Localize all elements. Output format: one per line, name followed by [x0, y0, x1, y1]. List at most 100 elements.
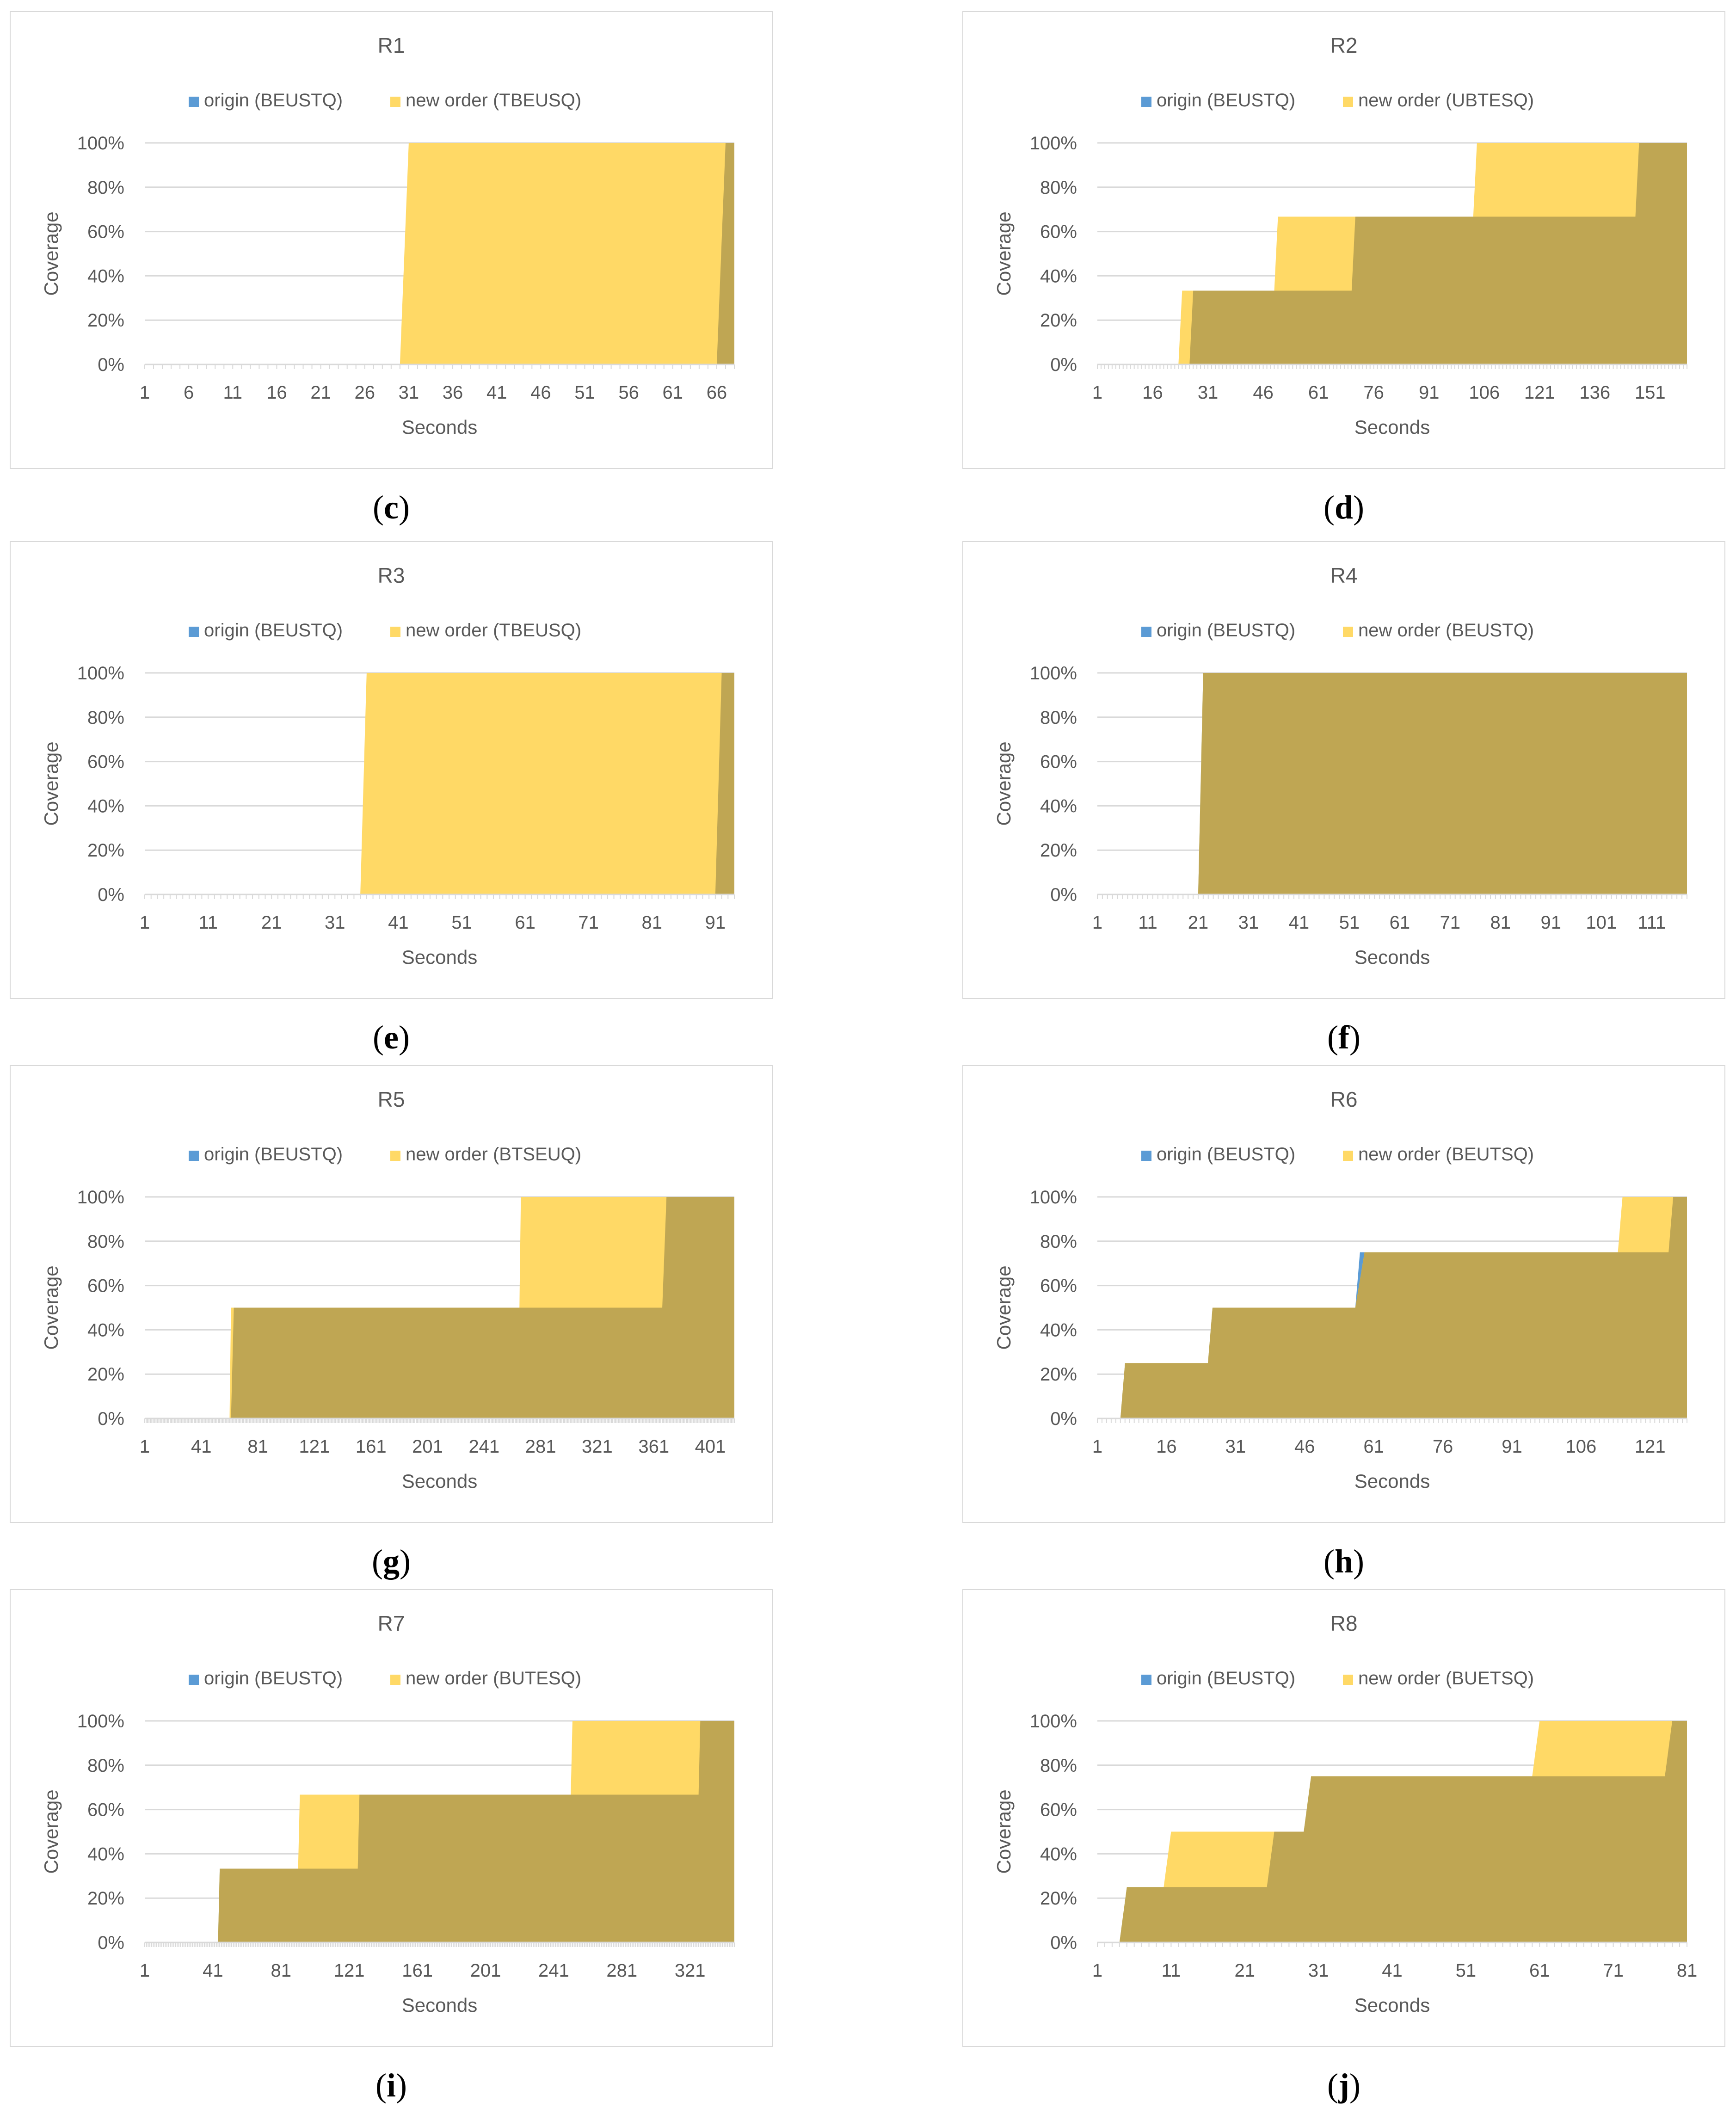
chart-svg: R8 origin (BEUSTQ) new order (BUETSQ) 0% 20%… [993, 1611, 1697, 2016]
x-tick-label: 46 [1253, 382, 1274, 403]
y-tick-label: 80% [1040, 178, 1077, 198]
x-tick-label: 121 [334, 1960, 365, 1981]
legend: origin (BEUSTQ) new order (BUETSQ) [1141, 1668, 1534, 1689]
y-tick-label: 20% [87, 840, 124, 861]
y-tick-label: 80% [87, 1756, 124, 1776]
x-tick-label: 281 [606, 1960, 637, 1981]
x-tick-label: 201 [470, 1960, 501, 1981]
x-minor-ticks [1097, 364, 1687, 369]
y-tick-label: 0% [1050, 885, 1077, 905]
x-minor-ticks [1097, 894, 1687, 899]
y-tick-label: 60% [87, 1276, 124, 1296]
caption-h: (h) [1323, 1543, 1364, 1580]
x-tick-label: 136 [1579, 382, 1610, 403]
x-tick-label: 361 [638, 1436, 669, 1457]
caption-d: (d) [1323, 489, 1364, 526]
x-tick-label: 51 [451, 912, 472, 933]
chart-svg: R4 origin (BEUSTQ) new order (BEUSTQ) 0% 20%… [993, 563, 1687, 968]
x-tick-label: 241 [538, 1960, 569, 1981]
y-tick-label: 80% [87, 178, 124, 198]
y-tick-label: 100% [1030, 1711, 1077, 1732]
x-tick-label: 41 [486, 382, 507, 403]
y-tick-label: 80% [87, 1232, 124, 1252]
y-tick-label: 0% [1050, 1933, 1077, 1953]
legend: origin (BEUSTQ) new order (BEUSTQ) [1141, 620, 1534, 641]
y-tick-label: 0% [98, 355, 124, 375]
x-tick-label: 61 [1308, 382, 1329, 403]
legend-label-new-order: new order (BEUTSQ) [1358, 1144, 1534, 1165]
y-axis-title: Coverage [40, 1265, 62, 1350]
x-axis-title: Seconds [1354, 946, 1430, 968]
x-tick-label: 16 [1142, 382, 1163, 403]
x-tick-label: 41 [1289, 912, 1310, 933]
area-overlap [1097, 1721, 1687, 1942]
x-tick-label: 41 [1382, 1960, 1403, 1981]
y-tick-label: 60% [87, 1800, 124, 1820]
x-tick-label: 1 [1092, 382, 1102, 403]
caption-letter: c [384, 489, 399, 526]
legend-label-origin: origin (BEUSTQ) [1157, 1668, 1295, 1689]
chart-panel-e: R3 origin (BEUSTQ) new order (TBEUSQ) 0% 20%… [10, 541, 773, 1056]
y-tick-label: 20% [1040, 840, 1077, 861]
chart-svg: R1 origin (BEUSTQ) new order (TBEUSQ) 0% 20%… [40, 33, 735, 438]
legend-swatch-origin [1141, 1151, 1151, 1161]
x-tick-label: 106 [1566, 1436, 1597, 1457]
x-tick-label: 71 [1440, 912, 1461, 933]
caption-f: (f) [1327, 1019, 1360, 1056]
x-tick-label: 1 [140, 1960, 150, 1981]
y-axis-title: Coverage [40, 1789, 62, 1874]
x-minor-ticks [144, 364, 735, 369]
x-tick-label: 31 [1238, 912, 1259, 933]
y-tick-label: 0% [1050, 355, 1077, 375]
caption-g: (g) [372, 1543, 411, 1580]
y-tick-label: 100% [77, 133, 124, 154]
area-overlap [145, 1197, 734, 1418]
y-tick-label: 40% [1040, 796, 1077, 816]
caption-e: (e) [373, 1019, 410, 1056]
y-tick-label: 100% [1030, 1187, 1077, 1208]
x-tick-label: 81 [271, 1960, 292, 1981]
y-tick-label: 100% [77, 663, 124, 684]
x-tick-label: 11 [198, 912, 218, 933]
chart-title: R7 [378, 1611, 405, 1635]
x-tick-label: 61 [663, 382, 683, 403]
caption-letter: d [1334, 489, 1354, 526]
y-tick-label: 40% [87, 1844, 124, 1864]
chart-panel-h: R6 origin (BEUSTQ) new order (BEUTSQ) 0% 20%… [962, 1065, 1725, 1580]
y-axis-title: Coverage [40, 211, 62, 296]
caption-letter: f [1338, 1019, 1349, 1056]
y-axis-title: Coverage [993, 211, 1015, 296]
x-tick-label: 31 [1198, 382, 1219, 403]
x-tick-label: 321 [675, 1960, 706, 1981]
y-tick-label: 20% [87, 310, 124, 331]
legend: origin (BEUSTQ) new order (TBEUSQ) [189, 90, 581, 111]
chart-panel-d: R2 origin (BEUSTQ) new order (UBTESQ) 0% 20%… [962, 11, 1725, 526]
x-tick-label: 91 [1419, 382, 1440, 403]
x-axis-title: Seconds [402, 946, 477, 968]
legend-label-origin: origin (BEUSTQ) [204, 90, 343, 111]
legend-label-origin: origin (BEUSTQ) [204, 1144, 343, 1165]
legend-label-origin: origin (BEUSTQ) [1157, 90, 1295, 111]
legend: origin (BEUSTQ) new order (BUTESQ) [189, 1668, 581, 1689]
x-tick-label: 31 [325, 912, 345, 933]
x-minor-ticks [144, 1942, 735, 1947]
y-tick-label: 100% [77, 1187, 124, 1208]
x-tick-label: 91 [705, 912, 726, 933]
chart-svg: R6 origin (BEUSTQ) new order (BEUTSQ) 0% 20%… [993, 1087, 1687, 1492]
chart-panel-j: R8 origin (BEUSTQ) new order (BUETSQ) 0% 20%… [962, 1589, 1725, 2104]
caption-letter: e [384, 1019, 399, 1056]
x-tick-label: 81 [1490, 912, 1511, 933]
x-tick-label: 111 [1638, 912, 1666, 933]
area-new-order [145, 143, 734, 364]
legend-label-origin: origin (BEUSTQ) [1157, 1144, 1295, 1165]
legend-swatch-origin [189, 97, 199, 107]
x-tick-label: 71 [578, 912, 599, 933]
x-tick-label: 1 [1092, 1436, 1102, 1457]
y-tick-label: 100% [1030, 663, 1077, 684]
chart-svg: R2 origin (BEUSTQ) new order (UBTESQ) 0% 20%… [993, 33, 1687, 438]
y-tick-label: 0% [98, 885, 124, 905]
y-tick-label: 80% [1040, 708, 1077, 728]
chart-svg: R5 origin (BEUSTQ) new order (BTSEUQ) 0% 20%… [40, 1087, 735, 1492]
y-tick-label: 60% [1040, 752, 1077, 772]
area-overlap [1097, 673, 1687, 894]
